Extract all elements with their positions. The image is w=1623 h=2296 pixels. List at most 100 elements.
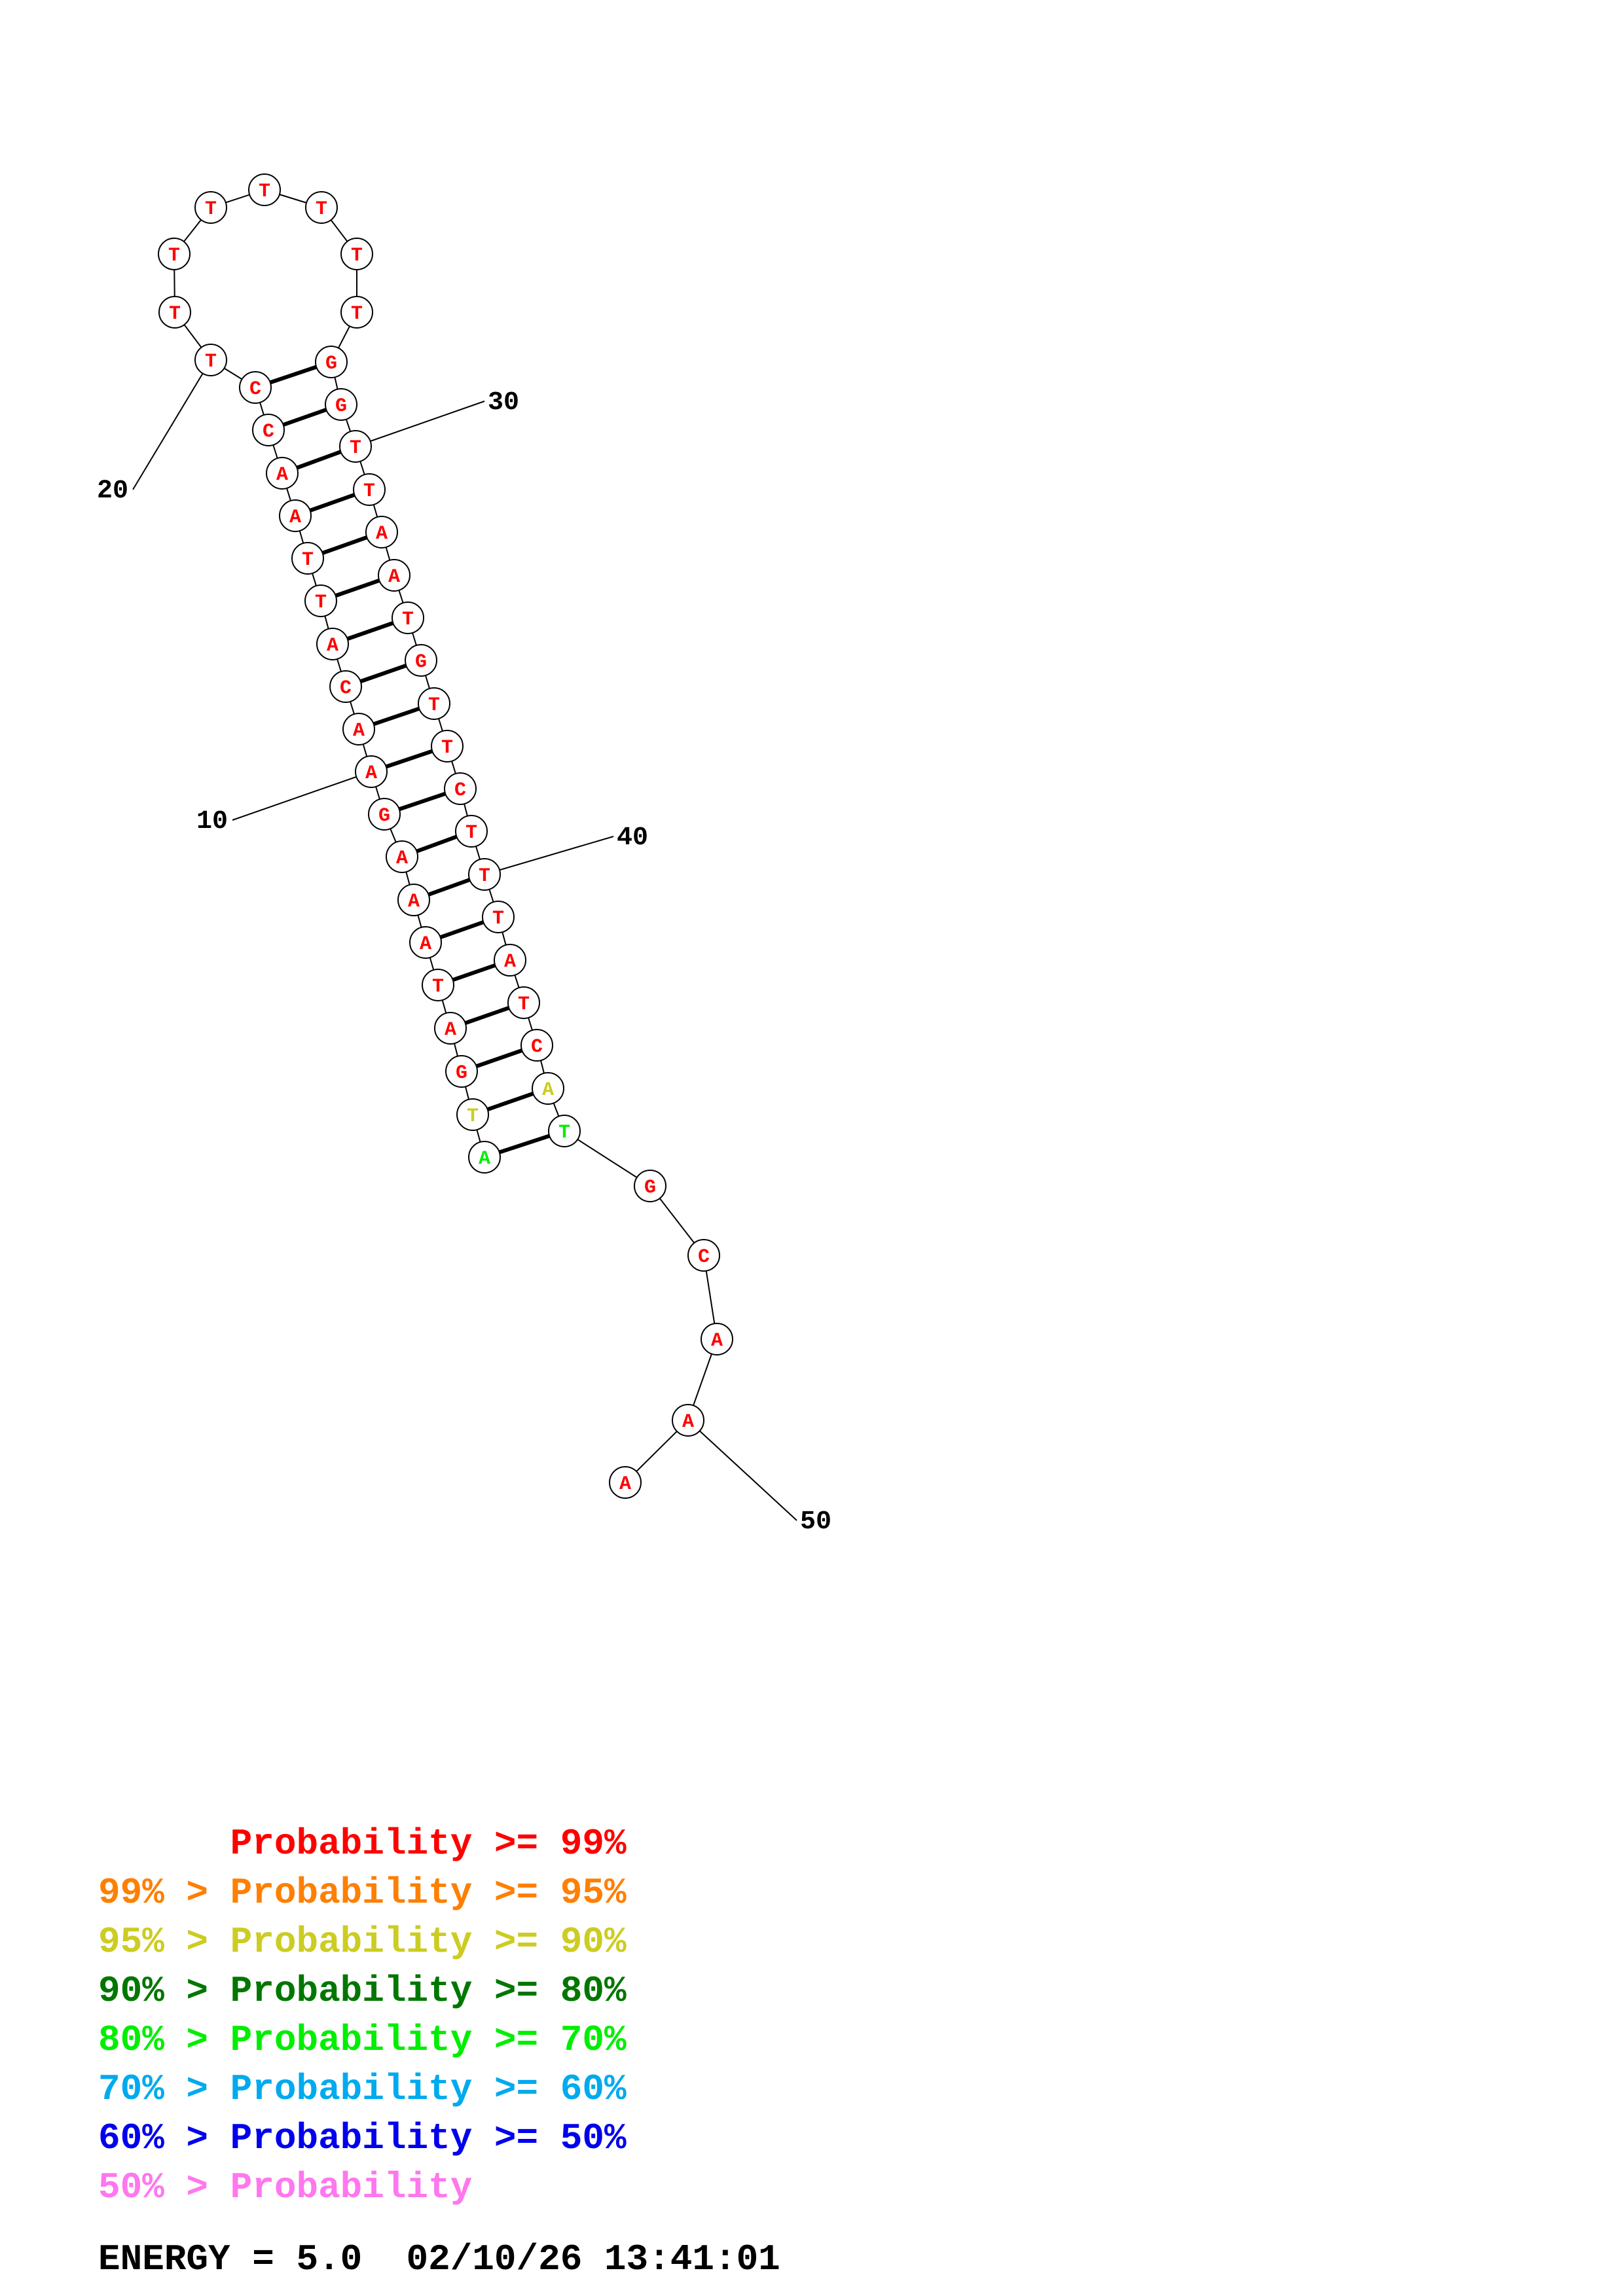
legend-prefix <box>98 1823 230 1865</box>
nucleotide: A <box>378 559 410 592</box>
nucleotide: T <box>455 815 488 848</box>
nucleotide: T <box>431 730 464 762</box>
nucleotide-circle <box>532 1072 564 1105</box>
nucleotide-letter: G <box>378 805 390 827</box>
nucleotide: G <box>634 1170 666 1202</box>
nucleotide: A <box>355 755 388 788</box>
nucleotide-circle <box>355 755 388 788</box>
nucleotide-circle <box>194 191 227 224</box>
base-pair-bond <box>359 664 407 683</box>
nucleotide: C <box>239 371 272 404</box>
position-label-leader <box>687 1420 797 1521</box>
legend-prefix: 60% > <box>98 2117 230 2159</box>
nucleotide-letter: A <box>445 1019 456 1041</box>
nucleotide: T <box>422 969 454 1001</box>
nucleotide-circle <box>507 986 540 1019</box>
position-label-10: 10 <box>196 807 228 836</box>
nucleotide-letter: T <box>351 245 363 267</box>
nucleotide: A <box>397 884 430 916</box>
nucleotide: A <box>386 840 418 873</box>
nucleotide: A <box>672 1404 704 1437</box>
position-label-leader <box>132 359 211 490</box>
nucleotide: T <box>305 191 338 224</box>
nucleotide-letter: A <box>619 1473 631 1496</box>
nucleotide-circle <box>158 296 191 329</box>
nucleotides: ATGATAAAGAACATTAACCTTTTTTTTGGTTAATGTTCTT… <box>158 173 733 1499</box>
nucleotide: G <box>315 346 348 378</box>
nucleotide-letter: A <box>276 464 288 486</box>
base-pair-bond <box>282 408 327 427</box>
nucleotide-letter: G <box>325 353 337 375</box>
nucleotide-letter: T <box>465 822 477 844</box>
nucleotide-letter: T <box>428 694 440 717</box>
nucleotide-letter: G <box>335 395 347 418</box>
base-pair-bond <box>486 1092 534 1111</box>
nucleotide-circle <box>340 296 373 329</box>
nucleotide: G <box>368 798 401 831</box>
energy-footer: ENERGY = 5.0 02/10/26 13:41:01 <box>98 2238 780 2280</box>
nucleotide-letter: C <box>340 677 352 700</box>
nucleotide-circle <box>386 840 418 873</box>
base-pair-bond <box>269 365 318 385</box>
legend-row: 80% > Probability >= 70% <box>98 2016 627 2065</box>
base-pair-bond <box>346 621 394 641</box>
legend-row: 70% > Probability >= 60% <box>98 2065 627 2114</box>
nucleotide-letter: C <box>531 1036 543 1058</box>
legend-prefix: 99% > <box>98 1872 230 1914</box>
position-label-20: 20 <box>97 476 128 506</box>
nucleotide-letter: T <box>168 245 180 267</box>
position-label-leader <box>484 836 614 875</box>
nucleotide-letter: T <box>259 181 270 203</box>
nucleotide-circle <box>304 584 337 617</box>
legend-row: 95% > Probability >= 90% <box>98 1918 627 1967</box>
nucleotide: T <box>248 173 281 206</box>
nucleotide: G <box>445 1055 478 1088</box>
nucleotide-letter: T <box>402 609 414 631</box>
nucleotide: C <box>444 772 477 805</box>
nucleotide-circle <box>409 926 442 959</box>
legend-label: Probability <box>230 1970 473 2012</box>
nucleotide: T <box>158 296 191 329</box>
legend-suffix: >= 80% <box>472 1970 627 2012</box>
nucleotide: T <box>392 601 424 634</box>
nucleotide: A <box>409 926 442 959</box>
nucleotide-circle <box>397 884 430 916</box>
nucleotide-letter: A <box>388 566 400 588</box>
nucleotide-letter: G <box>644 1177 656 1199</box>
nucleotide: T <box>339 430 372 463</box>
nucleotide-letter: G <box>456 1062 467 1085</box>
nucleotide-circle <box>266 457 299 490</box>
legend-suffix: >= 70% <box>472 2019 627 2061</box>
nucleotide: A <box>342 713 375 745</box>
probability-legend: Probability >= 99% 99% > Probability >= 9… <box>98 1820 627 2212</box>
nucleotide-circle <box>239 371 272 404</box>
nucleotide-circle <box>342 713 375 745</box>
nucleotide: T <box>340 238 373 270</box>
nucleotide-circle <box>291 542 324 575</box>
nucleotide-letter: T <box>492 908 504 930</box>
nucleotide-circle <box>434 1012 467 1045</box>
nucleotide-circle <box>158 238 191 270</box>
nucleotide: C <box>252 414 285 446</box>
base-pair-bond <box>439 920 484 939</box>
nucleotide-letter: A <box>376 523 388 545</box>
nucleotide-letter: T <box>350 437 361 459</box>
nucleotide: T <box>194 191 227 224</box>
nucleotide-circle <box>468 858 501 891</box>
nucleotide: C <box>687 1239 720 1272</box>
nucleotide: T <box>291 542 324 575</box>
nucleotide-letter: A <box>327 635 338 657</box>
nucleotide-letter: A <box>504 951 516 973</box>
legend-label: Probability <box>230 2117 473 2159</box>
nucleotide-letter: A <box>711 1330 723 1352</box>
legend-prefix: 80% > <box>98 2019 230 2061</box>
nucleotide-circle <box>444 772 477 805</box>
nucleotide: A <box>609 1466 642 1499</box>
nucleotide-circle <box>701 1323 733 1355</box>
legend-suffix: >= 60% <box>472 2068 627 2110</box>
nucleotide: C <box>329 670 362 703</box>
base-pair-bond <box>464 1006 510 1025</box>
base-pair-bond <box>475 1049 523 1068</box>
position-label-40: 40 <box>617 823 648 853</box>
